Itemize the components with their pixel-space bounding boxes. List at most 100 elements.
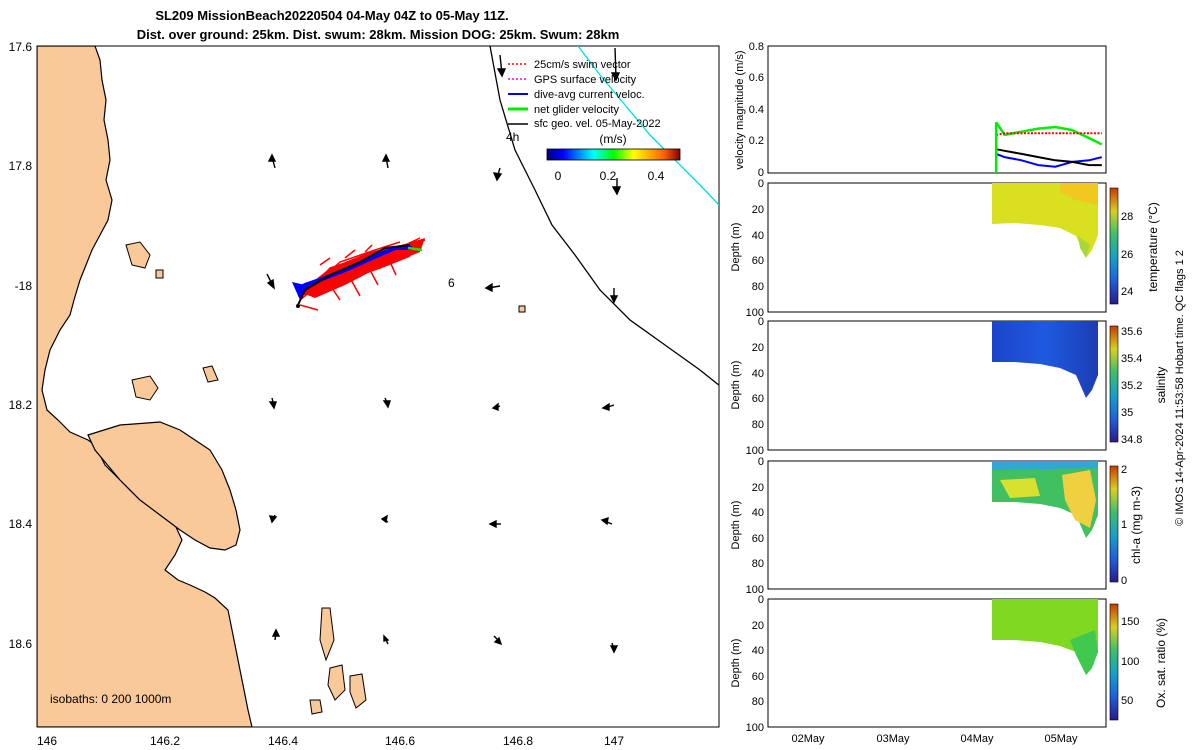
salinity-cbar-tick-3: 35 — [1121, 407, 1133, 419]
map-y-tick-4: 18.4 — [9, 517, 33, 531]
sal-depth-1: 20 — [752, 342, 764, 354]
current-arrows — [266, 47, 622, 654]
date-x-ticks: 02May 03May 04May 05May — [791, 733, 1078, 745]
cyan-boundary — [577, 46, 719, 206]
oxy-depth-1: 20 — [752, 620, 764, 632]
velocity-ytick-4: 0.8 — [749, 41, 764, 53]
chla-depth-3: 60 — [752, 533, 764, 545]
map-x-tick-0: 146 — [37, 734, 57, 748]
island-7 — [349, 673, 367, 709]
temperature-section — [992, 183, 1098, 258]
footer-credit: © IMOS 14-Apr-2024 11:53:58 Hobart time.… — [1174, 250, 1186, 526]
chla-depth-1: 20 — [752, 482, 764, 494]
salinity-panel: Depth (m) 35.6 35.4 35.2 35 34.8 salinit… — [730, 320, 1168, 451]
island-2 — [131, 375, 159, 401]
salinity-cbar-tick-4: 34.8 — [1121, 434, 1142, 446]
temperature-cbar-tick-0: 28 — [1121, 211, 1133, 223]
oxygen-ylabel: Depth (m) — [730, 639, 742, 688]
chla-hot-patch — [1062, 470, 1096, 528]
track-label-4h: 4h — [506, 130, 519, 144]
velocity-ytick-3: 0.6 — [749, 72, 764, 84]
map-legend: 25cm/s swim vector GPS surface velocity … — [508, 59, 661, 130]
temperature-cbar-tick-2: 24 — [1121, 286, 1133, 298]
colorbar-tick-1: 0.2 — [600, 169, 617, 183]
map-content: 4h 6 25cm/s swim vector GPS surface velo… — [37, 46, 719, 727]
chla-depth-5: 100 — [746, 584, 764, 596]
oxy-depth-4: 80 — [752, 696, 764, 708]
legend-label-net-glider: net glider velocity — [534, 104, 619, 116]
chla-depth-0: 0 — [758, 456, 764, 468]
swim-vector-fill — [300, 238, 425, 298]
legend-label-gps: GPS surface velocity — [534, 74, 637, 86]
oxygen-cbar-label: Ox. sat. ratio (%) — [1154, 618, 1168, 708]
track-label-6: 6 — [448, 276, 455, 290]
oxygen-panel: Depth (m) 150 100 50 Ox. sat. ratio (%) — [730, 598, 1168, 728]
map-x-tick-2: 146.4 — [268, 734, 298, 748]
oxygen-green-patch — [1070, 630, 1098, 675]
depth-ticks: 0 20 40 60 80 100 0 20 40 60 80 100 0 20… — [746, 178, 764, 734]
island-8 — [309, 699, 323, 715]
map-y-tick-3: 18.2 — [9, 398, 33, 412]
hinchinbrook-island — [87, 421, 241, 551]
map-x-tick-5: 147 — [604, 734, 624, 748]
date-tick-3: 05May — [1044, 733, 1078, 745]
sal-depth-5: 100 — [746, 445, 764, 457]
date-tick-1: 03May — [876, 733, 910, 745]
salinity-cbar-tick-1: 35.4 — [1121, 353, 1142, 365]
temp-depth-3: 60 — [752, 255, 764, 267]
oxygen-cbar-tick-1: 100 — [1121, 656, 1139, 668]
oxy-depth-3: 60 — [752, 671, 764, 683]
salinity-cbar-tick-0: 35.6 — [1121, 326, 1142, 338]
oxygen-cbar-tick-0: 150 — [1121, 616, 1139, 628]
temperature-warm-patch — [1060, 183, 1098, 205]
velocity-ytick-1: 0.2 — [749, 135, 764, 147]
temp-depth-2: 40 — [752, 230, 764, 242]
velocity-series-1 — [995, 132, 1102, 136]
oxygen-colorbar — [1109, 603, 1119, 721]
sal-depth-3: 60 — [752, 393, 764, 405]
colorbar-title: (m/s) — [599, 132, 626, 146]
date-tick-0: 02May — [791, 733, 825, 745]
oxy-depth-0: 0 — [758, 594, 764, 606]
velocity-series — [994, 121, 1103, 173]
island-1 — [125, 241, 151, 269]
temperature-panel: Depth (m) 28 26 24 temperature (°C) — [730, 182, 1160, 313]
temperature-ylabel: Depth (m) — [730, 223, 742, 272]
temp-depth-5: 100 — [746, 307, 764, 319]
salinity-section — [992, 321, 1098, 398]
map-y-ticks: 17.6 17.8 -18 18.2 18.4 18.6 — [9, 40, 33, 651]
velocity-panel: velocity magnitude (m/s) 0 0.2 0.4 0.6 0… — [734, 41, 1107, 179]
chla-depth-2: 40 — [752, 507, 764, 519]
sal-depth-2: 40 — [752, 368, 764, 380]
dive-avg-head — [292, 282, 310, 300]
date-tick-2: 04May — [960, 733, 994, 745]
island-6 — [327, 664, 346, 701]
chla-depth-4: 80 — [752, 558, 764, 570]
temp-depth-4: 80 — [752, 281, 764, 293]
legend-label-dive-avg: dive-avg current veloc. — [534, 89, 645, 101]
velocity-ytick-0: 0 — [758, 167, 764, 179]
oxy-depth-2: 40 — [752, 645, 764, 657]
map-y-tick-5: 18.6 — [9, 637, 33, 651]
chla-colorbar — [1109, 465, 1119, 583]
salinity-cbar-label: salinity — [1154, 367, 1168, 404]
island-3 — [202, 365, 219, 383]
temp-depth-0: 0 — [758, 178, 764, 190]
colorbar-gradient — [546, 148, 681, 161]
salinity-colorbar — [1109, 325, 1119, 443]
track-start — [296, 304, 300, 308]
velocity-series-0 — [995, 121, 1103, 146]
map-y-tick-2: -18 — [15, 279, 33, 293]
velocity-series-3 — [995, 148, 1102, 167]
chla-panel: Depth (m) 2 1 0 chl-a (mg m-3) — [730, 460, 1143, 590]
velocity-frame — [767, 45, 1107, 174]
sfc-geo-track — [297, 244, 411, 306]
chla-surface-patch — [992, 461, 1098, 470]
sal-depth-0: 0 — [758, 316, 764, 328]
title-line-2: Dist. over ground: 25km. Dist. swum: 28k… — [137, 27, 620, 42]
salinity-ylabel: Depth (m) — [730, 361, 742, 410]
chla-cbar-tick-1: 1 — [1121, 519, 1127, 531]
temperature-colorbar — [1109, 187, 1119, 305]
map-colorbar: (m/s) 0 0.2 0.4 — [546, 132, 681, 183]
